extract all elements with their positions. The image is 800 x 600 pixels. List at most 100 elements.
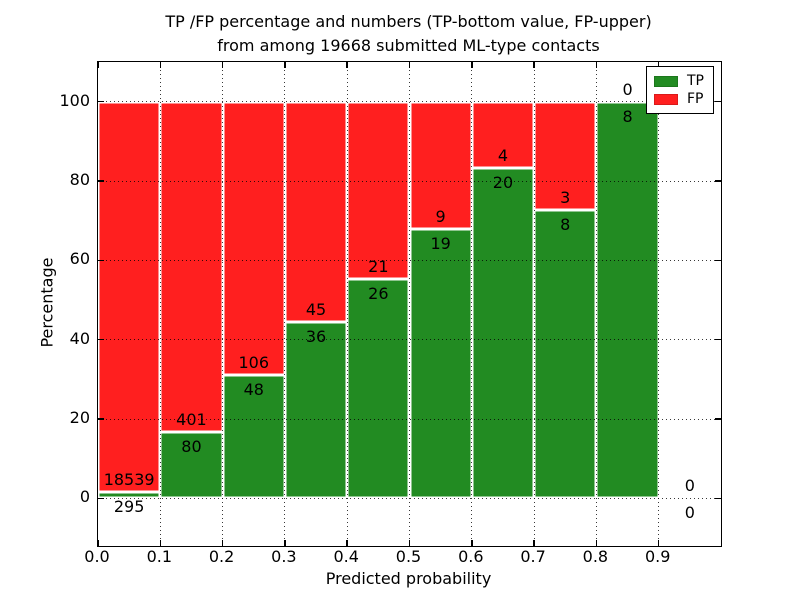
- legend-label: FP: [687, 91, 704, 107]
- tp-count-label: 26: [368, 283, 389, 303]
- y-axis-label: Percentage: [37, 257, 57, 348]
- fp-legend-swatch: [654, 93, 678, 105]
- fp-count-label: 18539: [103, 470, 155, 490]
- x-tick-label: 0.8: [582, 547, 609, 566]
- gridline-vertical: [595, 62, 597, 546]
- chart-title: TP /FP percentage and numbers (TP-bottom…: [97, 10, 720, 58]
- bar-segment-fp: [409, 101, 472, 230]
- chart-title-line2: from among 19668 submitted ML-type conta…: [217, 36, 600, 55]
- gridline-vertical: [159, 62, 161, 546]
- y-tick-mark: [98, 338, 104, 341]
- legend-entry-tp: TP: [647, 74, 713, 88]
- x-tick-mark: [346, 62, 348, 68]
- x-tick-mark: [533, 62, 535, 68]
- x-tick-mark: [595, 62, 598, 68]
- y-tick-label: 40: [69, 328, 90, 348]
- gridline-vertical: [658, 62, 660, 546]
- gridline-vertical: [346, 62, 348, 546]
- x-tick-mark: [595, 540, 598, 546]
- bar-segment-fp: [471, 101, 535, 168]
- x-tick-label: 0.4: [333, 547, 359, 566]
- x-tick-mark: [284, 540, 286, 546]
- bar-segment-tp: [222, 374, 285, 499]
- bar-segment-fp: [160, 101, 223, 433]
- y-tick-mark: [715, 259, 721, 262]
- tp-count-label: 36: [305, 327, 327, 347]
- fp-count-label: 45: [305, 300, 327, 320]
- fp-count-label: 0: [622, 79, 633, 99]
- gridline-vertical: [222, 62, 224, 546]
- legend: TP FP: [646, 66, 714, 114]
- tp-count-label: 8: [560, 214, 571, 234]
- fp-count-label: 9: [435, 207, 446, 227]
- gridline-vertical: [533, 62, 535, 546]
- x-tick-label: 0.9: [644, 547, 671, 566]
- bar-segment-fp: [98, 101, 161, 493]
- x-tick-mark: [408, 62, 411, 68]
- bar-segment-fp: [222, 101, 285, 375]
- x-tick-mark: [159, 540, 162, 546]
- fp-count-label: 21: [368, 256, 389, 276]
- x-tick-mark: [533, 540, 535, 546]
- y-tick-mark: [715, 497, 721, 500]
- y-tick-mark: [98, 418, 104, 420]
- x-tick-label: 0.6: [458, 547, 484, 566]
- tp-count-label: 48: [243, 379, 264, 399]
- tp-count-label: 0: [684, 503, 695, 523]
- fp-count-label: 0: [684, 476, 695, 496]
- x-tick-mark: [97, 62, 99, 68]
- x-tick-mark: [657, 540, 660, 546]
- bar-segment-tp: [534, 209, 597, 499]
- bar-segment-tp: [98, 492, 161, 499]
- y-tick-mark: [715, 180, 721, 182]
- fp-count-label: 4: [497, 145, 509, 165]
- legend-label: TP: [687, 73, 704, 89]
- x-tick-mark: [97, 540, 99, 546]
- y-tick-mark: [98, 100, 104, 103]
- gridline-vertical: [471, 62, 473, 546]
- y-tick-mark: [98, 259, 104, 262]
- bar-segment-tp: [284, 322, 348, 499]
- x-tick-mark: [471, 540, 473, 546]
- tp-legend-swatch: [654, 75, 678, 87]
- x-tick-mark: [284, 62, 286, 68]
- y-tick-mark: [715, 418, 721, 420]
- gridline-vertical: [409, 62, 410, 546]
- x-tick-label: 0.3: [271, 547, 297, 566]
- x-tick-mark: [221, 62, 224, 68]
- y-tick-label: 80: [69, 170, 90, 190]
- fp-count-label: 401: [176, 410, 207, 430]
- x-tick-mark: [346, 540, 348, 546]
- x-axis-label: Predicted probability: [325, 569, 492, 588]
- tp-count-label: 20: [492, 172, 514, 192]
- tp-count-label: 8: [622, 106, 633, 126]
- tp-count-label: 19: [430, 234, 451, 254]
- y-tick-label: 20: [69, 408, 90, 428]
- x-tick-label: 0.1: [146, 547, 173, 566]
- y-tick-mark: [715, 338, 721, 341]
- fp-count-label: 106: [238, 352, 270, 372]
- bar-segment-tp: [160, 432, 223, 499]
- gridline-vertical: [284, 62, 286, 546]
- bar-segment-tp: [409, 229, 472, 499]
- y-tick-label: 100: [59, 90, 90, 110]
- bar-segment-fp: [284, 101, 348, 323]
- x-tick-mark: [471, 62, 473, 68]
- x-tick-mark: [221, 540, 224, 546]
- bar-segment-fp: [534, 101, 597, 210]
- y-tick-label: 0: [79, 487, 90, 507]
- y-tick-mark: [98, 497, 104, 500]
- x-tick-label: 0.2: [208, 547, 235, 566]
- y-tick-mark: [715, 100, 721, 103]
- plot-area: 18539 295 401 80 106 48 45 36 21 26 9 19 4 20 3 8 0 8 0 0 TP…: [97, 61, 722, 547]
- bar-segment-tp: [596, 101, 659, 499]
- y-tick-label: 60: [69, 249, 90, 269]
- legend-entry-fp: FP: [647, 92, 713, 106]
- bar-segment-tp: [471, 167, 535, 499]
- chart-title-line1: TP /FP percentage and numbers (TP-bottom…: [165, 12, 652, 31]
- x-tick-mark: [657, 62, 660, 68]
- fp-count-label: 3: [560, 187, 571, 207]
- x-tick-label: 0.0: [84, 547, 110, 566]
- x-tick-mark: [408, 540, 411, 546]
